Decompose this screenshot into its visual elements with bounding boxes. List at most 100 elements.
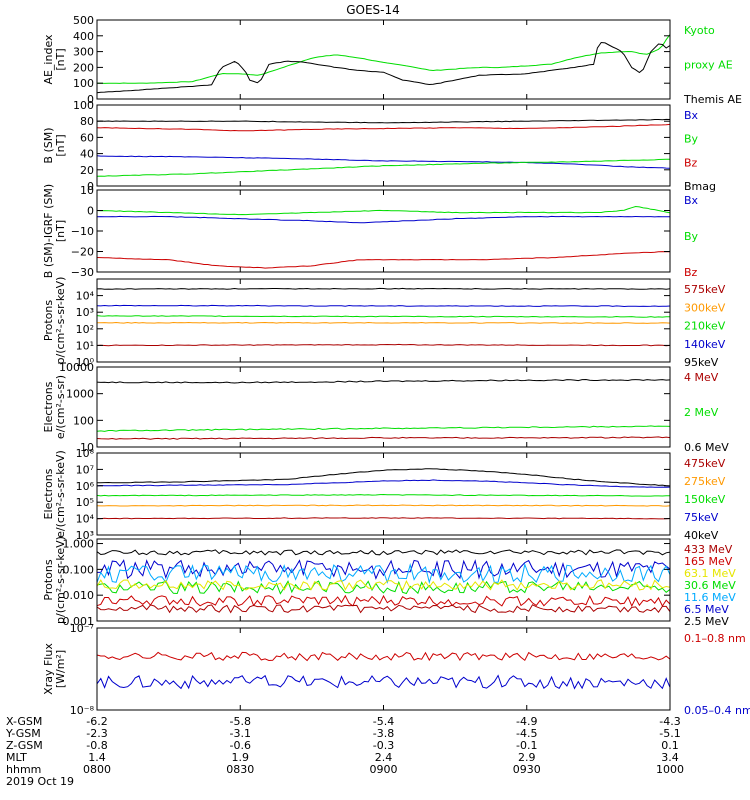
legend-bsm-3: Bmag [684,180,716,193]
ytick-label-ae-1: 100 [73,77,94,90]
ytick-label-electrons1-0: 10 [80,441,94,454]
xaxis-row-value-2-4: 0.1 [661,739,679,752]
ytick-label-ae-2: 200 [73,61,94,74]
series-line-electrons2-4 [96,517,671,520]
legend-bsm-1: By [684,133,699,146]
legend-electrons1-1: 2 MeV [684,406,719,419]
xaxis-row-value-1-3: -4.5 [516,727,537,740]
series-line-bsm-3 [96,158,670,177]
xaxis-row-value-3-4: 3.4 [661,751,679,764]
legend-protons1-1: 300keV [684,301,726,314]
series-line-electrons2-0 [96,468,671,487]
ylabel-bdiff-1: [nT] [54,220,67,242]
ylabel-bdiff-0: B (SM)-IGRF (SM) [42,184,55,278]
panel-ae: 0 100 200 300 400 500 AE_index [nT] Kyoto proxy A… [42,14,742,106]
ytick-label-electrons1-1: 100 [73,414,94,427]
ytick-label-bsm-0: 0 [87,180,94,193]
ytick-label-protons1-0: 10⁰ [76,356,95,369]
series-line-electrons2-2 [96,493,671,497]
legend-electrons1-0: 4 MeV [684,371,719,384]
legend-ae-2: Themis AE [683,93,742,106]
ytick-label-protons2-3: 1.000 [63,538,95,551]
plot-title: GOES-14 [346,3,400,17]
legend-bdiff-2: Bz [684,266,698,279]
series-line-electrons1-0 [96,378,671,384]
legend-protons2-0: 433 MeV [684,543,733,556]
series-line-bsm-1 [96,123,671,132]
series-line-bsm-2 [96,155,671,169]
legend-protons1-3: 140keV [684,338,726,351]
series-line-protons1-4 [96,343,671,347]
legend-protons1-4: 95keV [684,356,719,369]
ytick-label-electrons2-0: 10³ [76,529,94,542]
ytick-label-protons1-4: 10⁴ [76,290,95,303]
ylabel-xray-0: Xray Flux [42,643,55,695]
xaxis-row-value-2-1: -0.6 [230,739,251,752]
xaxis-row-value-1-0: -2.3 [86,727,107,740]
panel-electrons2: 10³ 10⁴ 10⁵ 10⁶ 10⁷ 10⁸ Electrons e/(cm²-s-sr-k… [42,447,726,542]
ytick-label-bdiff-0: −30 [71,266,94,279]
series-line-protons2-5 [96,594,671,608]
series-line-electrons2-3 [96,504,671,507]
ytick-label-protons1-2: 10² [76,323,94,336]
panel-frame-electrons1 [96,366,671,448]
xaxis-row-value-1-2: -3.8 [373,727,394,740]
ytick-label-bdiff-4: 10 [80,184,94,197]
legend-bsm-0: Bx [684,109,699,122]
legend-ae-0: Kyoto [684,24,715,37]
legend-xray-0: 0.1–0.8 nm [684,632,746,645]
series-line-electrons2-1 [96,479,671,488]
ytick-label-protons1-1: 10¹ [76,339,94,352]
series-line-protons2-1 [97,559,671,580]
legend-protons2-3: 30.6 MeV [684,579,736,592]
ytick-label-electrons1-3: 10000 [59,361,94,374]
series-line-protons2-3 [96,580,671,595]
legend-electrons1-2: 0.6 MeV [684,441,729,454]
series-line-bdiff-2 [96,251,670,269]
xaxis-row-value-4-1: 0830 [226,763,254,776]
series-line-bsm-0 [96,118,671,124]
panel-bdiff: −30 −20 −10 0 10 B (SM)-IGRF (SM) [nT] Bx By Bz [42,184,699,279]
xaxis-row-value-4-4: 1000 [656,763,684,776]
ytick-label-bsm-5: 100 [73,99,94,112]
xaxis-row-value-0-0: -6.2 [86,715,107,728]
ylabel-bsm-0: B (SM) [42,127,55,163]
xaxis-row-value-2-2: -0.3 [373,739,394,752]
legend-protons1-0: 575keV [684,283,726,296]
legend-protons2-1: 165 MeV [684,555,733,568]
panel-protons2: 0.001 0.010 0.100 1.000 Protons p/(cm²-s-sr-k… [42,536,736,628]
legend-electrons2-4: 40keV [684,529,719,542]
legend-protons2-5: 6.5 MeV [684,603,729,616]
ytick-label-ae-3: 300 [73,46,94,59]
series-line-protons2-0 [96,549,671,556]
xaxis-row-value-0-2: -5.4 [373,715,394,728]
xaxis-row-value-4-2: 0900 [370,763,398,776]
ylabel-bsm-1: [nT] [54,134,67,156]
xaxis-row-value-0-1: -5.8 [230,715,251,728]
xaxis-row-value-4-3: 0930 [513,763,541,776]
panel-xray: 10⁻⁸ 10⁻⁷ Xray Flux [W/m²] 0.1–0.8 nm 0.05–0.… [42,622,750,717]
ytick-label-xray-1: 10⁻⁷ [70,622,94,635]
ytick-label-bdiff-1: −20 [71,246,94,259]
ytick-label-electrons2-2: 10⁵ [76,496,94,509]
legend-bdiff-1: By [684,230,699,243]
ytick-label-bdiff-3: 0 [87,205,94,218]
legend-protons2-4: 11.6 MeV [684,591,736,604]
ytick-label-protons2-2: 0.100 [63,563,95,576]
panel-bsm: 0 20 40 60 80 100 B (SM) [nT] Bx By Bz Bmag [42,99,716,193]
xaxis-row-label-4: hhmm [6,763,41,776]
legend-protons2-2: 63.1 MeV [684,567,736,580]
ytick-label-bsm-1: 20 [80,164,94,177]
ylabel-electrons2-0: Electrons [42,468,55,519]
xaxis-row-value-2-3: -0.1 [516,739,537,752]
ytick-label-ae-4: 400 [73,30,94,43]
ytick-label-xray-0: 10⁻⁸ [70,704,95,717]
series-line-xray-1 [96,674,671,690]
series-line-protons1-0 [96,287,671,290]
ytick-label-electrons2-3: 10⁶ [76,480,95,493]
series-line-ae-1 [96,41,671,94]
ylabel-xray-1: [W/m²] [54,650,67,688]
panel-protons1: 10⁰ 10¹ 10² 10³ 10⁴ Protons p/(cm²-s-sr-keV) 57… [42,277,726,369]
series-line-protons2-4 [96,579,671,591]
ytick-label-electrons2-5: 10⁸ [76,447,95,460]
